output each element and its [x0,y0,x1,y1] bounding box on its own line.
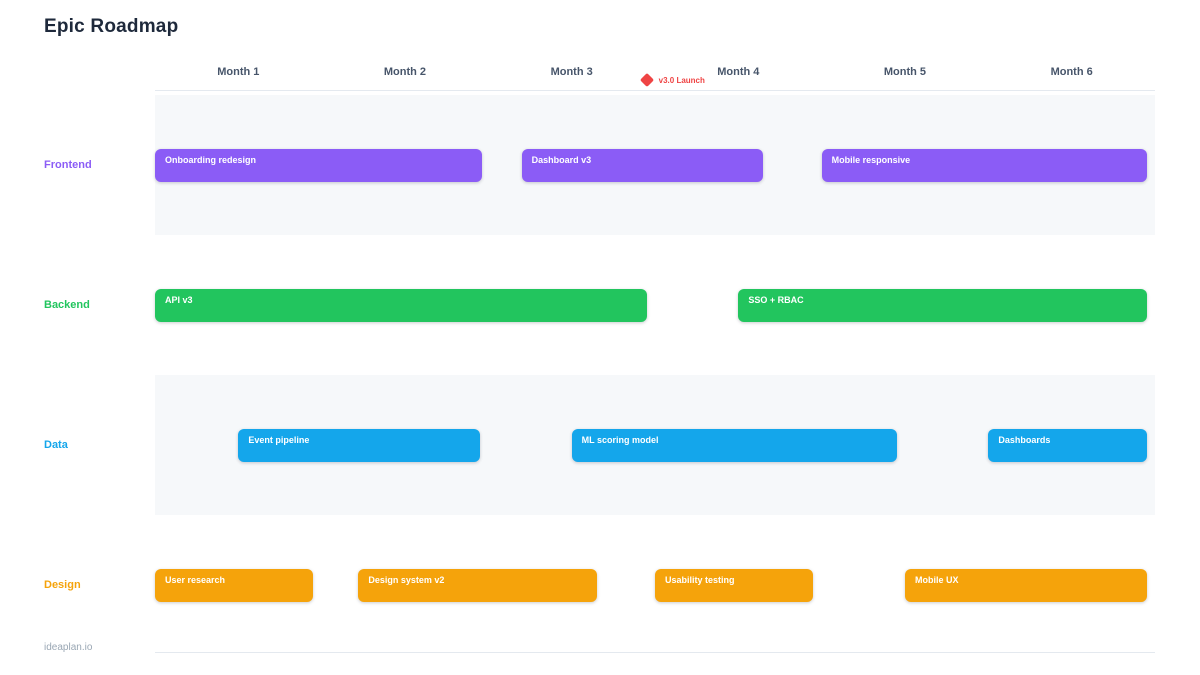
month-header-5: Month 5 [883,66,927,78]
month-header-1: Month 1 [217,66,260,78]
roadmap-bar[interactable]: Onboarding redesign [155,148,482,182]
roadmap-bar[interactable]: API v3 [155,288,647,322]
lane-label-frontend: Frontend [44,159,92,171]
month-header-3: Month 3 [550,66,593,78]
roadmap-bar[interactable]: SSO + RBAC [738,288,1147,322]
roadmap-bar[interactable]: User research [155,568,314,602]
lane-label-data: Data [44,439,68,451]
footer-divider [155,652,1155,653]
month-header-4: Month 4 [717,66,760,78]
month-header-6: Month 6 [1050,66,1093,78]
roadmap-bar[interactable]: Event pipeline [238,428,480,462]
roadmap-bar[interactable]: ML scoring model [571,428,897,462]
roadmap-bar[interactable]: Mobile responsive [821,148,1147,182]
roadmap-bar[interactable]: Dashboard v3 [521,148,764,182]
lane-label-design: Design [44,579,81,591]
header-divider [155,90,1155,91]
watermark: ideaplan.io [44,642,93,653]
roadmap-bar[interactable]: Design system v2 [358,568,597,602]
roadmap-bar[interactable]: Mobile UX [905,568,1147,602]
roadmap-bar[interactable]: Usability testing [655,568,814,602]
lane-label-backend: Backend [44,299,90,311]
page-title: Epic Roadmap [44,16,179,37]
milestone-label: v3.0 Launch [658,76,705,85]
roadmap-bar[interactable]: Dashboards [988,428,1147,462]
month-header-2: Month 2 [383,66,427,78]
